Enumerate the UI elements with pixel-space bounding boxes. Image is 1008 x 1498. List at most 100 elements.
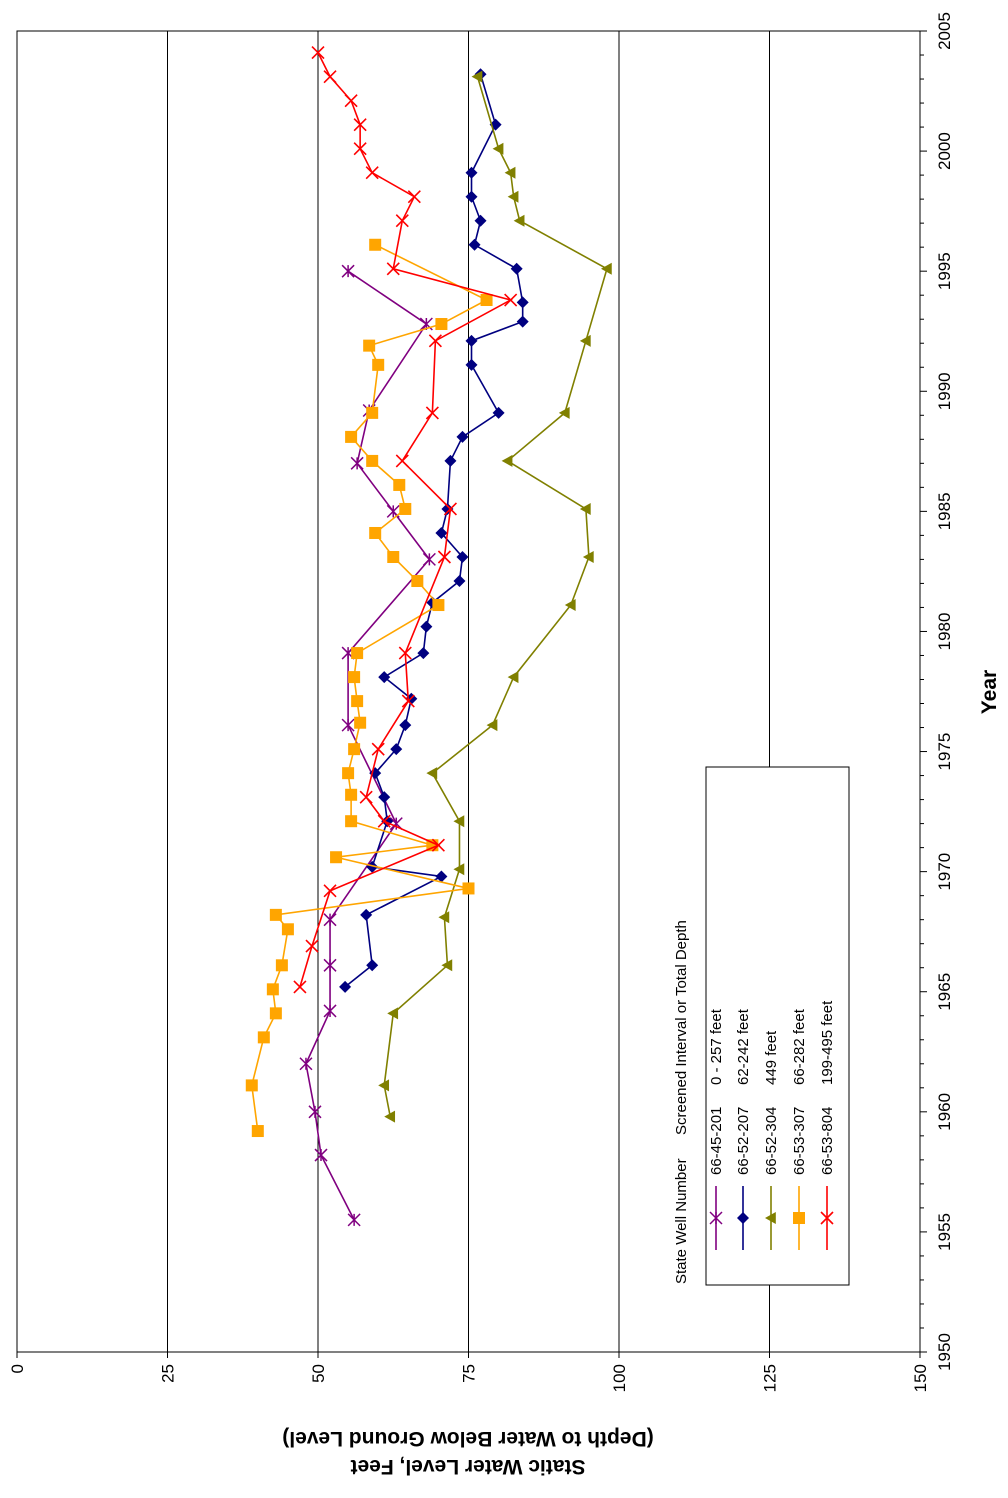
data-point bbox=[411, 575, 424, 588]
data-point bbox=[399, 719, 412, 732]
data-point bbox=[314, 1148, 328, 1162]
data-point bbox=[350, 456, 364, 470]
legend-marker-swatch bbox=[820, 1211, 834, 1225]
y-axis-title-line1: Static Water Level, Feet bbox=[351, 1455, 586, 1478]
data-point bbox=[395, 454, 409, 468]
data-point bbox=[386, 262, 400, 276]
legend-marker-swatch bbox=[737, 1212, 749, 1224]
data-point bbox=[372, 358, 385, 371]
data-point bbox=[399, 502, 412, 515]
legend-header-well-number: State Well Number bbox=[673, 1158, 690, 1284]
data-point bbox=[384, 1110, 396, 1123]
data-point bbox=[369, 238, 382, 251]
data-point bbox=[378, 791, 391, 804]
legend-well-number: 66-53-804 bbox=[819, 1107, 836, 1175]
year-tick-label: 2000 bbox=[935, 132, 954, 170]
data-point bbox=[269, 1007, 282, 1020]
data-point bbox=[377, 814, 391, 828]
data-point bbox=[251, 1125, 264, 1138]
data-point bbox=[257, 1031, 270, 1044]
data-point bbox=[516, 315, 529, 328]
data-point bbox=[431, 838, 445, 852]
depth-tick-label: 50 bbox=[309, 1364, 328, 1383]
data-point bbox=[492, 142, 504, 155]
data-point bbox=[342, 767, 355, 780]
data-point bbox=[341, 264, 355, 278]
data-point bbox=[474, 214, 487, 227]
data-point bbox=[456, 550, 469, 563]
data-point bbox=[507, 190, 519, 203]
year-tick-label: 1965 bbox=[935, 973, 954, 1011]
data-point bbox=[366, 959, 379, 972]
year-tick-label: 1950 bbox=[935, 1333, 954, 1371]
data-point bbox=[266, 983, 279, 996]
data-point bbox=[345, 788, 358, 801]
data-point bbox=[417, 647, 430, 660]
data-point bbox=[510, 262, 523, 275]
legend-entry-66-52-304: 66-52-304 449 feet bbox=[763, 1030, 780, 1250]
x-axis-title: Year bbox=[978, 670, 1001, 714]
data-point bbox=[245, 1079, 258, 1092]
legend-marker-swatch bbox=[709, 1211, 723, 1225]
data-point bbox=[582, 550, 594, 563]
depth-tick-label: 25 bbox=[159, 1364, 178, 1383]
depth-tick-label: 150 bbox=[911, 1364, 930, 1392]
data-point bbox=[501, 454, 513, 467]
data-point bbox=[308, 1105, 322, 1119]
year-tick-label: 1985 bbox=[935, 492, 954, 530]
data-point bbox=[323, 913, 337, 927]
data-point bbox=[558, 406, 570, 419]
data-point bbox=[293, 980, 307, 994]
series-layer bbox=[245, 46, 612, 1227]
data-point bbox=[437, 550, 451, 564]
series-66-52-207 bbox=[339, 68, 529, 993]
data-point bbox=[345, 430, 358, 443]
data-point bbox=[299, 1057, 313, 1071]
data-point bbox=[398, 646, 412, 660]
data-point bbox=[600, 262, 612, 275]
data-point bbox=[489, 118, 502, 131]
year-tick-label: 1955 bbox=[935, 1213, 954, 1251]
data-point bbox=[513, 214, 525, 227]
legend-entry-66-52-207: 66-52-207 62-242 feet bbox=[735, 1008, 752, 1250]
data-point bbox=[365, 166, 379, 180]
data-point bbox=[359, 790, 373, 804]
year-tick-label: 1980 bbox=[935, 613, 954, 651]
year-tick-label: 1960 bbox=[935, 1093, 954, 1131]
data-point bbox=[432, 599, 445, 612]
legend-marker-swatch bbox=[765, 1212, 776, 1224]
data-point bbox=[360, 908, 373, 921]
data-point bbox=[347, 1213, 361, 1227]
series-66-53-804 bbox=[293, 46, 518, 994]
data-point bbox=[456, 430, 469, 443]
legend-well-number: 66-45-201 bbox=[708, 1107, 725, 1175]
year-tick-label: 1990 bbox=[935, 372, 954, 410]
year-tick-label: 1995 bbox=[935, 252, 954, 290]
data-point bbox=[435, 318, 448, 331]
data-point bbox=[444, 454, 457, 467]
legend-well-number: 66-52-207 bbox=[735, 1107, 752, 1175]
data-point bbox=[507, 671, 519, 684]
data-point bbox=[471, 70, 483, 83]
data-point bbox=[305, 939, 319, 953]
legend-well-number: 66-53-307 bbox=[791, 1107, 808, 1175]
data-point bbox=[422, 552, 436, 566]
data-point bbox=[275, 959, 288, 972]
grid-lines bbox=[167, 31, 770, 1352]
legend-screened-interval: 449 feet bbox=[763, 1030, 780, 1085]
data-point bbox=[435, 526, 448, 539]
legend-screened-interval: 199-495 feet bbox=[819, 1000, 836, 1085]
data-point bbox=[465, 334, 478, 347]
data-point bbox=[407, 190, 421, 204]
depth-tick-label: 0 bbox=[8, 1364, 27, 1373]
depth-tick-label: 100 bbox=[610, 1364, 629, 1392]
series-line bbox=[383, 76, 608, 1117]
data-point bbox=[401, 694, 415, 708]
data-point bbox=[323, 958, 337, 972]
data-point bbox=[435, 870, 448, 883]
data-point bbox=[390, 743, 403, 756]
data-point bbox=[339, 980, 352, 993]
data-point bbox=[462, 882, 475, 895]
data-point bbox=[504, 293, 518, 307]
data-point bbox=[492, 406, 505, 419]
